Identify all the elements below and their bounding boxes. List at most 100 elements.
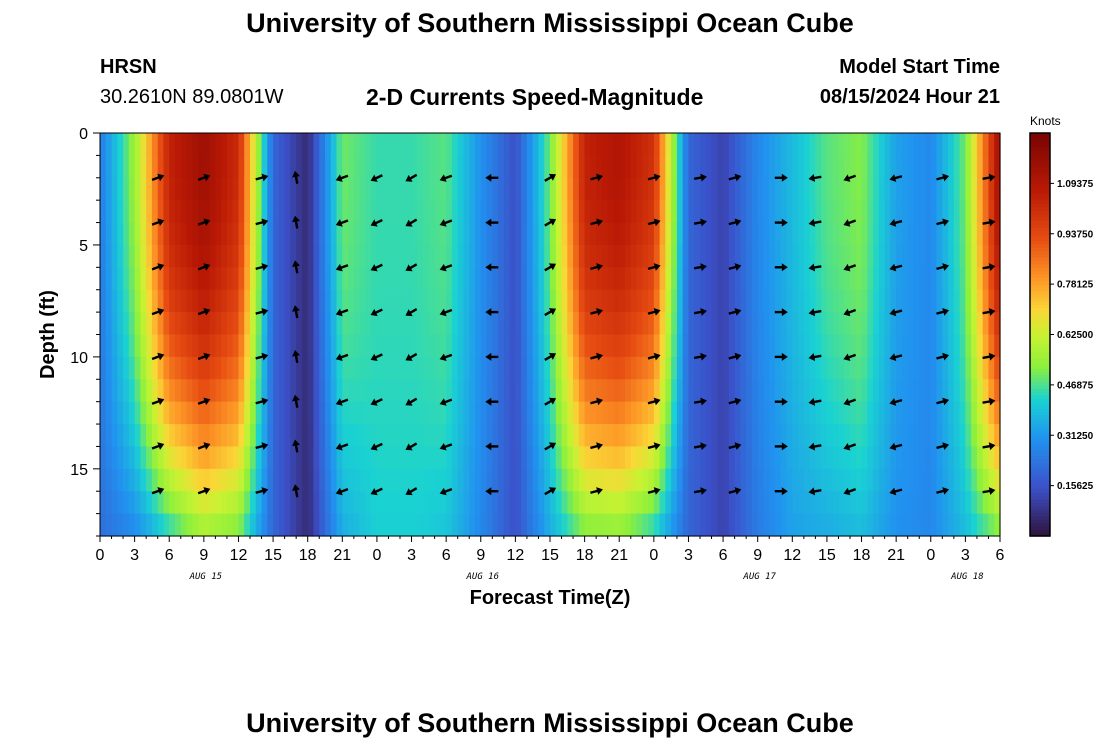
heatmap-cell [596, 468, 603, 492]
heatmap-cell [959, 244, 966, 268]
heatmap-cell [192, 133, 199, 156]
heatmap-cell [163, 289, 170, 313]
heatmap-cell [376, 356, 384, 380]
heatmap-cell [688, 155, 695, 179]
heatmap-cell [682, 424, 690, 448]
colorbar-segment [1030, 361, 1050, 366]
heatmap-cell [400, 424, 407, 448]
heatmap-cell [400, 200, 407, 224]
heatmap-cell [890, 289, 897, 313]
heatmap-cell [394, 200, 401, 224]
heatmap-cell [198, 133, 205, 156]
heatmap-cell [561, 177, 568, 201]
heatmap-cell [175, 446, 182, 470]
heatmap-cell [290, 267, 297, 291]
heatmap-cell [371, 133, 378, 156]
heatmap-cell [838, 244, 845, 268]
colorbar-tick-label: 0.62500 [1057, 330, 1094, 341]
heatmap-cell [971, 401, 978, 425]
heatmap-cell [313, 356, 320, 380]
heatmap-cell [890, 401, 897, 425]
heatmap-cell [907, 155, 915, 179]
heatmap-cell [353, 312, 361, 336]
direction-arrow [693, 307, 707, 316]
direction-arrow [439, 219, 453, 227]
heatmap-cell [417, 379, 424, 403]
heatmap-cell [117, 446, 124, 470]
heatmap-cell [226, 334, 234, 358]
heatmap-cell [423, 244, 430, 268]
heatmap-cell [728, 222, 736, 246]
x-tick-label: 0 [649, 547, 658, 564]
direction-arrow [590, 397, 603, 406]
heatmap-cell [157, 133, 165, 156]
heatmap-cell [544, 379, 551, 403]
heatmap-cell [348, 401, 355, 425]
direction-arrow [544, 308, 557, 317]
heatmap-cell [313, 424, 320, 448]
heatmap-cell [803, 334, 811, 358]
heatmap-cell [798, 356, 805, 380]
heatmap-cell [815, 334, 822, 358]
heatmap-cell [723, 446, 730, 470]
heatmap-cell [492, 446, 499, 470]
heatmap-cell [503, 312, 511, 336]
direction-arrow [728, 352, 742, 361]
heatmap-cell [428, 513, 436, 537]
heatmap-cell [578, 289, 586, 313]
heatmap-cell [290, 446, 297, 470]
heatmap-cell [942, 468, 949, 492]
heatmap-cell [890, 222, 897, 246]
heatmap-cell [630, 312, 638, 336]
heatmap-cell [590, 267, 597, 291]
heatmap-cell [630, 177, 638, 201]
heatmap-cell [665, 312, 672, 336]
heatmap-cell [705, 222, 713, 246]
heatmap-cell [971, 244, 978, 268]
heatmap-cell [186, 267, 193, 291]
heatmap-cell [636, 155, 643, 179]
heatmap-cell [798, 312, 805, 336]
heatmap-cell [676, 446, 684, 470]
heatmap-cell [596, 379, 603, 403]
direction-arrow [693, 397, 707, 406]
heatmap-cell [532, 200, 540, 224]
heatmap-cell [873, 401, 880, 425]
heatmap-cell [336, 468, 343, 492]
heatmap-cell [255, 356, 263, 380]
heatmap-cell [313, 513, 320, 537]
heatmap-cell [221, 177, 228, 201]
heatmap-cell [901, 177, 909, 201]
heatmap-cell [642, 446, 649, 470]
heatmap-cell [359, 244, 366, 268]
direction-arrow [485, 218, 499, 227]
heatmap-cell [123, 312, 130, 336]
heatmap-cell [884, 513, 891, 537]
heatmap-cell [278, 356, 286, 380]
heatmap-cell [971, 200, 978, 224]
heatmap-cell [111, 267, 118, 291]
heatmap-cell [907, 424, 915, 448]
direction-arrow [982, 442, 996, 451]
heatmap-cell [238, 446, 245, 470]
heatmap-cell [261, 334, 268, 358]
heatmap-cell [353, 424, 361, 448]
heatmap-cell [676, 244, 684, 268]
heatmap-cell [919, 491, 926, 515]
heatmap-cell [446, 513, 453, 537]
heatmap-cell [746, 491, 753, 515]
heatmap-cell [798, 401, 805, 425]
heatmap-cell [232, 200, 240, 224]
heatmap-cell [117, 334, 124, 358]
heatmap-cell [607, 468, 615, 492]
heatmap-cell [619, 244, 626, 268]
heatmap-cell [515, 468, 522, 492]
heatmap-cell [925, 468, 932, 492]
heatmap-cell [965, 200, 972, 224]
heatmap-cell [146, 267, 153, 291]
heatmap-cell [342, 267, 349, 291]
heatmap-cell [959, 312, 966, 336]
heatmap-cell [711, 513, 718, 537]
heatmap-cell [100, 244, 107, 268]
heatmap-cell [930, 334, 938, 358]
